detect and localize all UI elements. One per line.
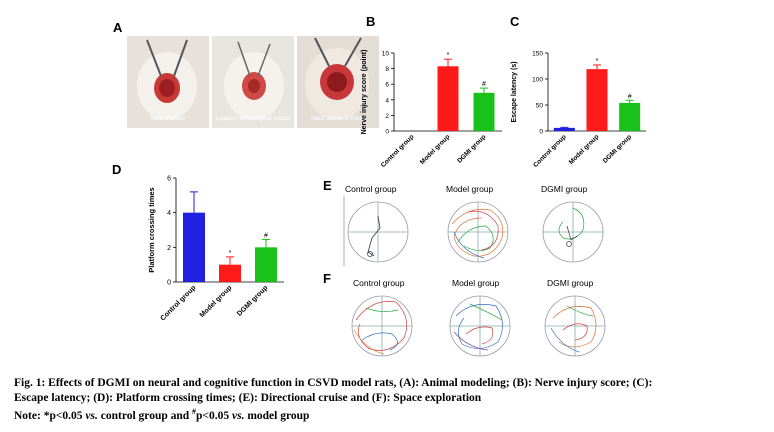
y-tick-label: 2 xyxy=(385,113,389,120)
significance-mark: * xyxy=(229,250,232,257)
x-tick-label: Control group xyxy=(532,133,568,169)
bar-1 xyxy=(183,212,205,282)
note-hash: # xyxy=(192,407,197,416)
y-tick-label: 0 xyxy=(385,129,389,136)
track-f-model xyxy=(449,295,511,357)
caption-line-2: Escape latency; (D): Platform crossing t… xyxy=(14,391,482,404)
x-tick-label: Model group xyxy=(568,133,601,166)
note-prefix: Note: *p<0.05 xyxy=(14,409,86,422)
panel-letter-b: B xyxy=(366,14,376,29)
chart-nerve-injury-score: 0 2 4 6 8 10 Nerve injury score (point) Control… xyxy=(361,50,502,169)
significance-mark: * xyxy=(447,52,450,59)
y-axis-title: Escape latency (s) xyxy=(511,61,518,122)
chart-escape-latency: 0 50 100 150 Escape latency (s) Control group… xyxy=(511,51,646,169)
panel-letter-a: A xyxy=(113,20,123,35)
y-tick-label: 4 xyxy=(385,97,389,104)
track-f-control xyxy=(351,295,413,357)
y-tick-label: 6 xyxy=(167,176,171,183)
photo-neck-suture: Neck suture incision xyxy=(297,36,379,128)
panel-letter-c: C xyxy=(510,14,520,29)
y-tick-label: 8 xyxy=(385,66,389,73)
panel-letter-f: F xyxy=(323,271,331,286)
panel-letter-d: D xyxy=(112,162,122,177)
y-tick-label: 0 xyxy=(167,280,171,287)
bar-3 xyxy=(255,247,277,282)
note-mid2: p<0.05 xyxy=(196,409,232,422)
significance-mark: # xyxy=(482,81,486,88)
note-vs-2: vs. xyxy=(231,409,245,422)
track-label-f-model: Model group xyxy=(452,278,500,288)
x-tick-label: Control group xyxy=(380,133,416,169)
significance-mark: * xyxy=(596,58,599,65)
x-tick-label: Control group xyxy=(159,284,197,322)
bar-2 xyxy=(437,66,459,131)
y-tick-label: 6 xyxy=(385,82,389,89)
x-tick-label: Model group xyxy=(199,284,234,319)
photo-neck-incision: Neck incision xyxy=(127,36,209,128)
photo-caption: Neck incision xyxy=(150,116,186,122)
y-tick-label: 2 xyxy=(167,245,171,252)
surgery-photo-3-image xyxy=(297,36,379,128)
y-tick-label: 50 xyxy=(536,103,544,110)
surgery-photo-1-image xyxy=(127,36,209,128)
bar-3 xyxy=(473,92,495,131)
y-tick-label: 4 xyxy=(167,210,171,217)
caption-note: Note: *p<0.05 vs. control group and #p<0… xyxy=(14,405,764,423)
bar-2 xyxy=(586,69,608,131)
x-tick-label: Model group xyxy=(419,133,452,166)
note-vs-1: vs. xyxy=(85,409,98,422)
x-tick-label: DGMI group xyxy=(456,133,487,164)
track-f-dgmi xyxy=(544,295,606,357)
significance-mark: # xyxy=(264,233,268,240)
track-e-dgmi xyxy=(542,201,604,263)
y-axis-title: Platform crossing times xyxy=(147,187,156,272)
y-tick-label: 100 xyxy=(532,77,543,84)
significance-mark: # xyxy=(628,93,632,100)
caption-line-1: Fig. 1: Effects of DGMI on neural and co… xyxy=(14,377,653,389)
y-tick-label: 0 xyxy=(539,129,543,136)
x-tick-label: DGMI group xyxy=(602,133,633,164)
bar-3 xyxy=(619,102,641,131)
track-label-f-control: Control group xyxy=(353,278,405,288)
panel-letter-e: E xyxy=(323,178,332,193)
note-mid: control group and xyxy=(97,409,193,422)
track-label-e-control: Control group xyxy=(345,184,397,194)
track-label-e-model: Model group xyxy=(446,184,494,194)
track-e-control xyxy=(343,196,409,266)
photo-ligation: Ligation with surgical suture xyxy=(212,36,294,128)
photo-caption: Neck suture incision xyxy=(311,116,365,122)
track-e-model xyxy=(447,201,509,263)
track-label-f-dgmi: DGMI group xyxy=(547,278,594,288)
photo-caption: Ligation with surgical suture xyxy=(215,116,291,122)
track-label-e-dgmi: DGMI group xyxy=(541,184,588,194)
y-tick-label: 150 xyxy=(532,51,543,58)
bar-2 xyxy=(219,264,241,282)
x-tick-label: DGMI group xyxy=(236,284,269,317)
note-end: model group xyxy=(244,409,310,422)
chart-platform-crossing: 0 2 4 6 Platform crossing times Control group… xyxy=(147,176,284,322)
figure-caption: Fig. 1: Effects of DGMI on neural and co… xyxy=(14,376,764,423)
surgery-photo-2-image xyxy=(212,36,294,128)
y-tick-label: 10 xyxy=(382,51,390,58)
y-axis-title: Nerve injury score (point) xyxy=(361,50,368,135)
bar-1 xyxy=(553,127,575,131)
